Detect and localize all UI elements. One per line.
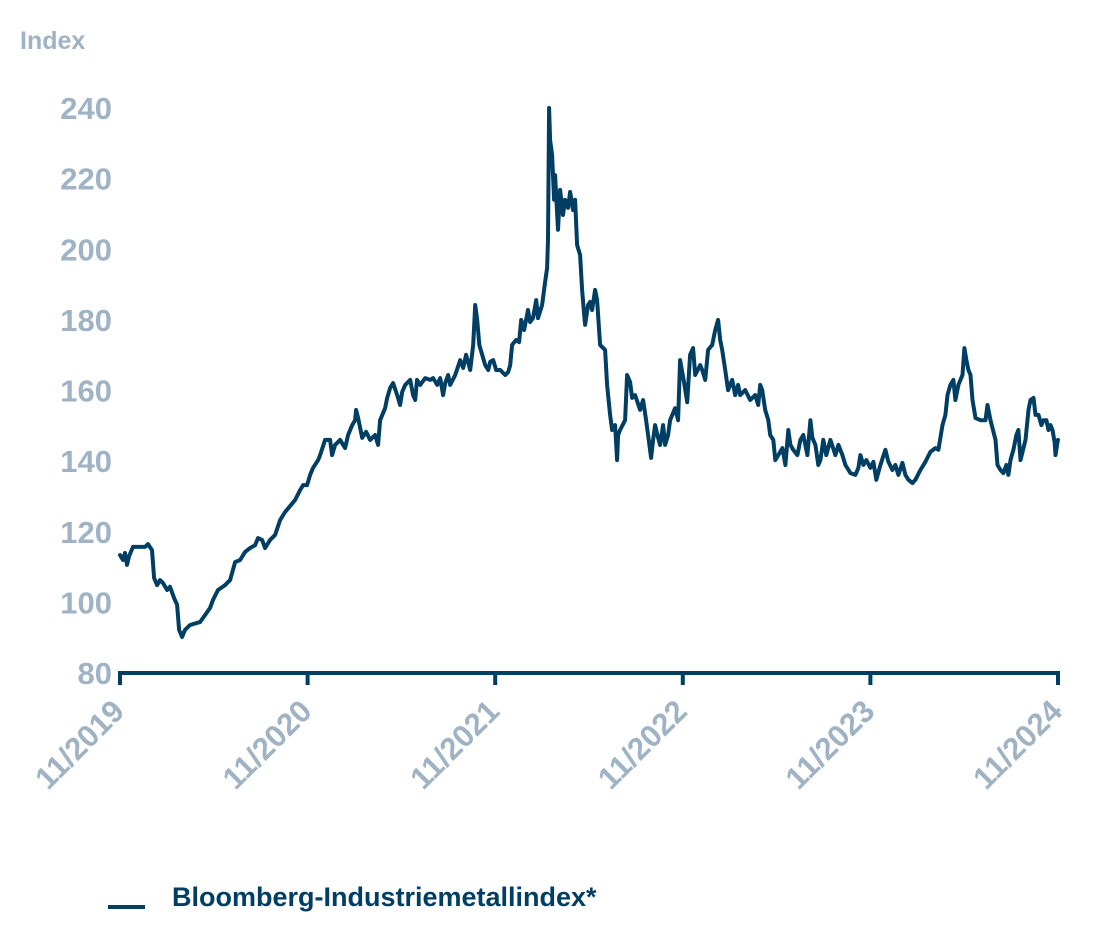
legend-label: Bloomberg-Industriemetallindex* <box>172 882 597 912</box>
y-tick-label: 140 <box>60 444 112 479</box>
y-tick-label: 160 <box>60 374 112 409</box>
y-tick-label: 200 <box>60 232 112 267</box>
y-tick-label: 120 <box>60 515 112 550</box>
x-axis-tick-labels: 11/2019 11/2020 11/2021 11/2022 11/2023 11/20… <box>28 693 1069 796</box>
y-tick-label: 220 <box>60 162 112 197</box>
y-axis-ticks: 80 100 120 140 160 180 200 220 240 <box>60 91 112 691</box>
x-tick-label: 11/2022 <box>591 693 694 796</box>
x-tick-label: 11/2019 <box>28 693 131 796</box>
y-tick-label: 240 <box>60 91 112 126</box>
x-tick-label: 11/2020 <box>216 693 319 796</box>
y-tick-label: 180 <box>60 303 112 338</box>
x-tick-label: 11/2023 <box>779 693 882 796</box>
y-axis-label: Index <box>20 27 85 55</box>
y-tick-label: 100 <box>60 585 112 620</box>
series-line-bloomberg-industriemetallindex <box>118 106 1060 639</box>
y-tick-label: 80 <box>78 656 112 691</box>
x-axis <box>118 671 1060 685</box>
legend: Bloomberg-Industriemetallindex* <box>108 882 597 912</box>
x-tick-label: 11/2021 <box>403 693 506 796</box>
x-tick-label: 11/2024 <box>966 693 1069 796</box>
